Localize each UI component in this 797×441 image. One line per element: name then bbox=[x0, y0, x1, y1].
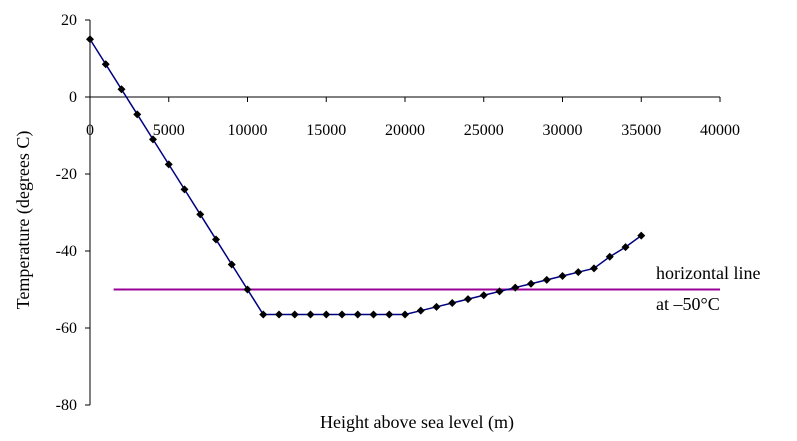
data-point bbox=[401, 310, 409, 319]
x-tick-label: 5000 bbox=[153, 122, 185, 139]
annotation-line-2: at –50°C bbox=[656, 294, 720, 314]
x-tick-label: 15000 bbox=[306, 122, 346, 139]
data-point bbox=[353, 310, 362, 319]
data-point bbox=[432, 302, 441, 311]
data-point bbox=[133, 110, 142, 119]
data-point bbox=[574, 268, 583, 277]
annotation-line-1: horizontal line bbox=[656, 263, 760, 283]
y-tick-label: -60 bbox=[56, 320, 77, 337]
data-point bbox=[558, 272, 567, 281]
data-point bbox=[117, 85, 126, 94]
data-point bbox=[212, 235, 220, 244]
y-tick-label: 20 bbox=[61, 12, 77, 29]
data-point bbox=[621, 243, 630, 252]
y-tick-label: -20 bbox=[56, 166, 77, 183]
x-tick-label: 35000 bbox=[621, 122, 661, 139]
data-point bbox=[275, 310, 283, 319]
data-point bbox=[637, 231, 646, 240]
x-tick-label: 0 bbox=[86, 122, 94, 139]
data-point bbox=[527, 279, 535, 288]
data-point bbox=[180, 185, 189, 194]
data-point bbox=[605, 252, 614, 261]
data-point bbox=[416, 306, 425, 315]
data-point bbox=[196, 210, 205, 219]
data-point bbox=[385, 310, 394, 319]
data-point bbox=[86, 35, 94, 44]
data-point bbox=[243, 285, 252, 294]
series-line bbox=[89, 38, 642, 316]
data-point bbox=[290, 310, 299, 319]
data-point bbox=[306, 310, 315, 319]
data-point bbox=[511, 283, 520, 292]
data-point bbox=[542, 275, 551, 284]
x-tick-label: 25000 bbox=[464, 122, 504, 139]
tick-labels: 20 0 -20 -40 -60 -80 0 5000 10000 15000 20000 25000… bbox=[56, 12, 740, 414]
y-tick-label: 0 bbox=[69, 89, 77, 106]
data-point bbox=[448, 298, 457, 307]
data-point bbox=[495, 287, 504, 296]
x-tick-label: 40000 bbox=[700, 122, 740, 139]
data-point bbox=[479, 291, 488, 300]
y-tick-label: -80 bbox=[56, 397, 77, 414]
y-axis-title: Temperature (degrees C) bbox=[13, 131, 34, 310]
x-tick-label: 10000 bbox=[228, 122, 268, 139]
data-point bbox=[227, 260, 236, 269]
data-point bbox=[464, 295, 472, 304]
x-tick-label: 30000 bbox=[543, 122, 583, 139]
data-point bbox=[338, 310, 346, 319]
data-point bbox=[149, 135, 157, 144]
data-point bbox=[164, 160, 173, 169]
y-tick-label: -40 bbox=[56, 243, 77, 260]
x-axis-title: Height above sea level (m) bbox=[320, 412, 514, 433]
x-tick-label: 20000 bbox=[385, 122, 425, 139]
data-point bbox=[259, 310, 268, 319]
data-point bbox=[101, 60, 110, 69]
data-point bbox=[590, 264, 598, 273]
data-point bbox=[322, 310, 331, 319]
data-markers bbox=[86, 35, 646, 319]
data-point bbox=[369, 310, 378, 319]
axes bbox=[85, 19, 721, 406]
